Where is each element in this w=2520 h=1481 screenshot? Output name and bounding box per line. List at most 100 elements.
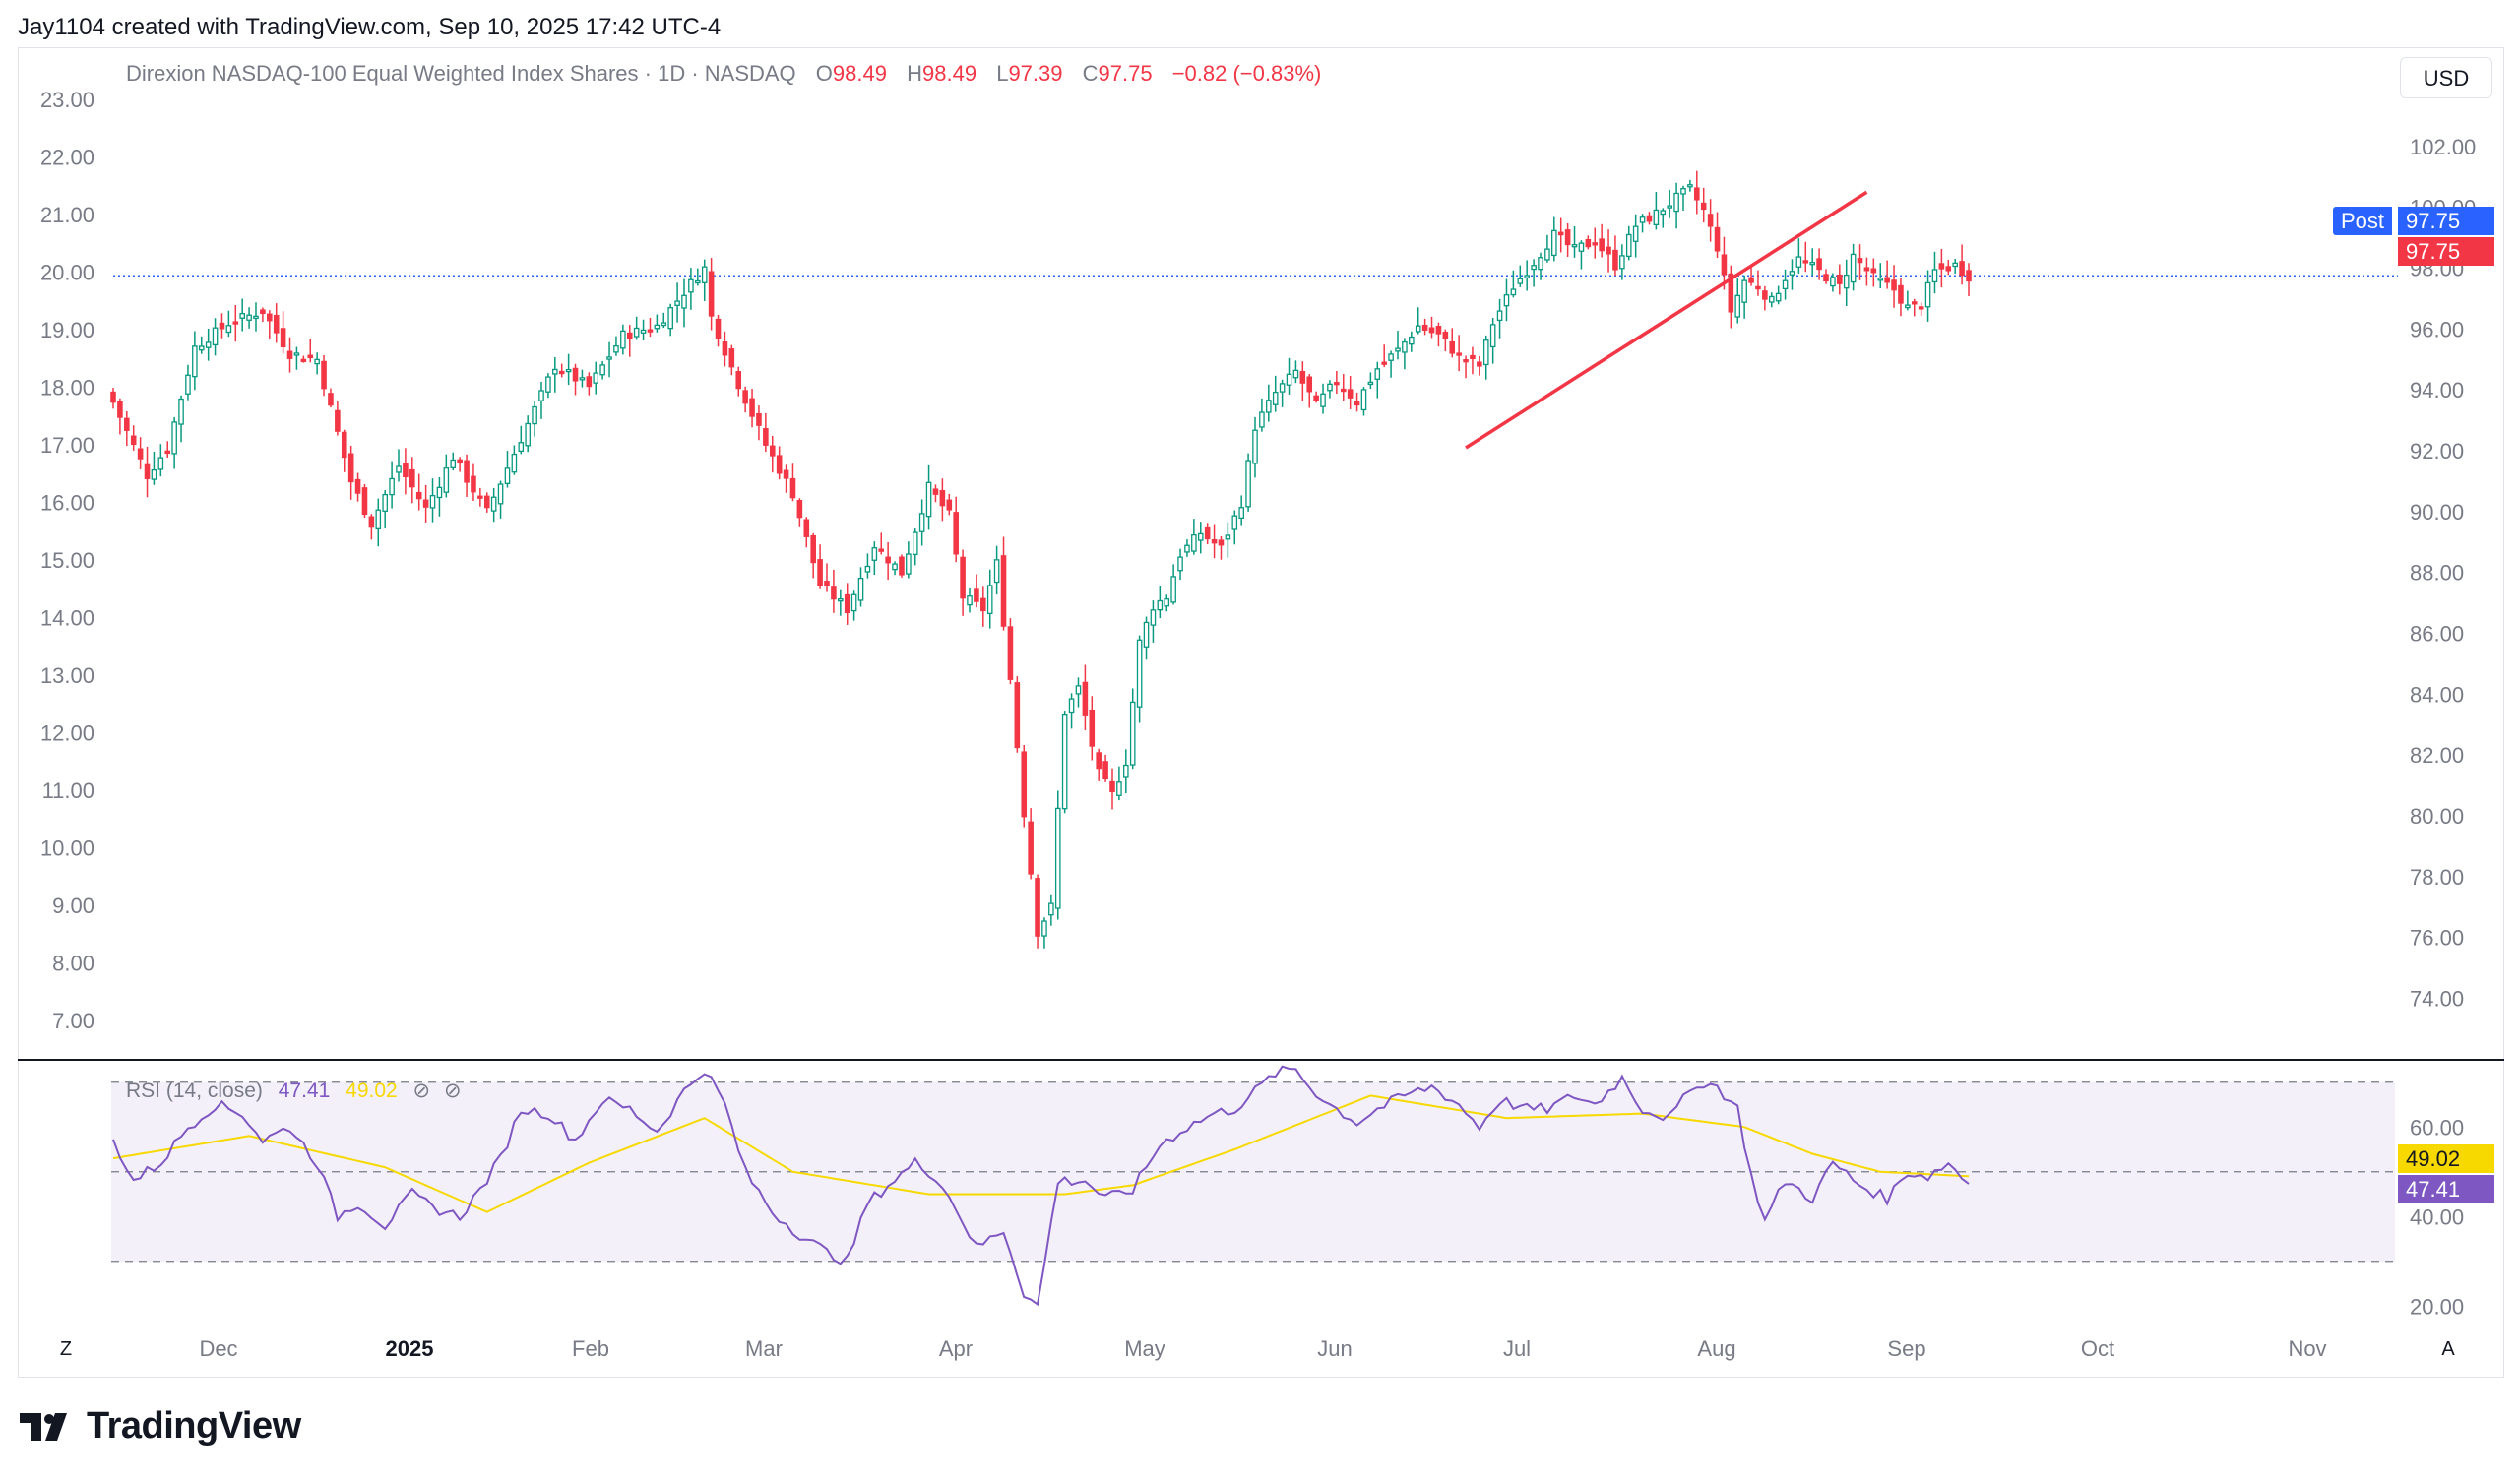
candle-body xyxy=(1449,340,1456,354)
x-axis-label: Dec xyxy=(199,1336,237,1361)
candle-body xyxy=(110,391,116,403)
candle-body xyxy=(817,559,823,586)
candle-body xyxy=(776,455,783,474)
candle-body xyxy=(267,313,273,322)
candle-body xyxy=(1700,202,1707,211)
candle-body xyxy=(450,459,457,468)
candle-body xyxy=(410,468,415,488)
candle-body xyxy=(960,556,966,599)
change-value: −0.82 (−0.83%) xyxy=(1171,61,1322,86)
candle-body xyxy=(1061,714,1068,810)
candle-body xyxy=(565,368,572,373)
candle-body xyxy=(354,478,361,494)
candle-body xyxy=(579,377,586,381)
candle-body xyxy=(1082,681,1089,716)
settings-icon[interactable]: ⊘ xyxy=(444,1080,462,1102)
rsi-axis-tick: 20.00 xyxy=(2410,1294,2464,1319)
candle-body xyxy=(1959,261,1965,277)
candle-body xyxy=(130,435,137,446)
candle-body xyxy=(1667,205,1672,209)
left-axis-tick: 8.00 xyxy=(52,952,94,976)
candle-body xyxy=(1266,400,1272,413)
candle-body xyxy=(1863,267,1870,272)
candle-body xyxy=(429,494,436,509)
candle-body xyxy=(124,417,130,431)
candle-body xyxy=(925,481,932,518)
auto-scale-a-button[interactable]: A xyxy=(2441,1338,2455,1360)
candle-body xyxy=(1347,389,1354,399)
candle-body xyxy=(328,393,334,406)
rsi-axis-tick: 40.00 xyxy=(2410,1204,2464,1229)
rsi-tag: 47.41 xyxy=(2398,1175,2494,1203)
x-axis-label: Oct xyxy=(2081,1336,2114,1361)
candle-body xyxy=(403,463,409,478)
candle-body xyxy=(368,516,375,528)
candle-body xyxy=(219,322,225,330)
x-axis-label: Feb xyxy=(572,1336,609,1361)
right-axis-tick: 80.00 xyxy=(2410,804,2464,829)
candle-body xyxy=(382,493,388,512)
candle-body xyxy=(497,483,504,505)
candle-body xyxy=(667,307,673,330)
low-value: 97.39 xyxy=(1008,61,1063,86)
candle-body xyxy=(1252,429,1258,464)
candle-body xyxy=(1320,393,1326,407)
candle-body xyxy=(1612,249,1618,271)
candle-body xyxy=(838,598,844,602)
candle-body xyxy=(1299,370,1306,384)
candle-body xyxy=(1734,294,1741,318)
candle-body xyxy=(1517,278,1524,284)
hide-icon[interactable]: ⊘ xyxy=(412,1080,431,1102)
candle-body xyxy=(511,453,518,473)
candle-body xyxy=(1313,395,1319,401)
right-axis-tick: 88.00 xyxy=(2410,561,2464,586)
candle-body xyxy=(1096,752,1102,770)
candle-body xyxy=(1089,710,1096,747)
candle-body xyxy=(857,578,864,601)
candle-body xyxy=(137,448,144,460)
candle-body xyxy=(1231,515,1238,530)
candle-body xyxy=(1191,533,1197,552)
candle-body xyxy=(293,352,300,356)
candle-body xyxy=(1496,310,1503,322)
left-axis-tick: 23.00 xyxy=(40,88,94,112)
candle-body xyxy=(1177,556,1183,572)
candle-body xyxy=(586,376,593,388)
candle-body xyxy=(361,487,368,516)
candle-body xyxy=(661,322,667,327)
auto-scale-z-button[interactable]: Z xyxy=(59,1338,73,1360)
x-axis-label: 2025 xyxy=(386,1336,434,1361)
candle-body xyxy=(1762,290,1768,300)
left-axis-tick: 21.00 xyxy=(40,203,94,227)
right-axis-tick: 84.00 xyxy=(2410,682,2464,707)
candle-body xyxy=(558,370,565,375)
candle-body xyxy=(389,477,395,496)
candle-body xyxy=(769,445,776,457)
x-axis-label: Jul xyxy=(1503,1336,1531,1361)
candle-body xyxy=(980,597,986,612)
candle-body xyxy=(1585,238,1592,248)
candle-body xyxy=(151,468,158,480)
left-axis-tick: 16.00 xyxy=(40,491,94,516)
candle-body xyxy=(1007,626,1014,680)
x-axis-label: Aug xyxy=(1697,1336,1735,1361)
candle-body xyxy=(1966,270,1972,282)
candle-body xyxy=(1354,401,1360,406)
candle-body xyxy=(347,453,354,483)
candle-body xyxy=(681,294,687,309)
candle-body xyxy=(974,588,979,602)
candle-body xyxy=(286,350,293,359)
last-price-tag: 97.75 xyxy=(2398,237,2494,266)
candle-body xyxy=(918,513,925,532)
candle-body xyxy=(1225,534,1231,540)
candle-body xyxy=(1028,821,1034,875)
candle-body xyxy=(300,358,307,363)
post-price-tag: 97.75 xyxy=(2398,207,2494,235)
right-axis-tick: 92.00 xyxy=(2410,439,2464,463)
tradingview-logo-text: TradingView xyxy=(87,1405,301,1447)
candle-body xyxy=(763,428,769,446)
candle-body xyxy=(932,488,939,495)
currency-button[interactable]: USD xyxy=(2400,57,2492,98)
candle-body xyxy=(1802,260,1809,264)
